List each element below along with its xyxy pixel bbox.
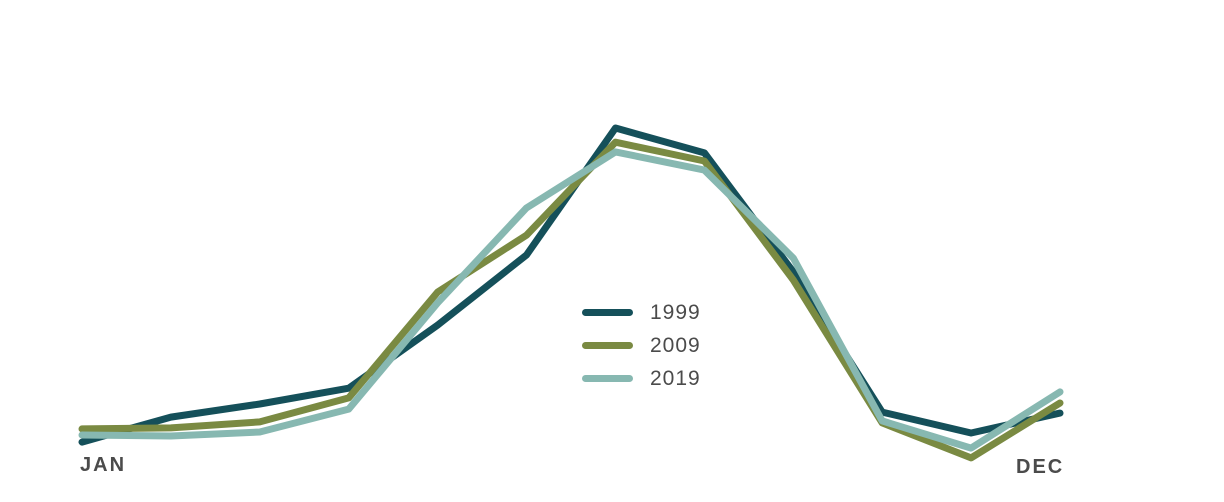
legend-item-1999: 1999 — [582, 296, 701, 329]
legend-swatch-2019-icon — [582, 375, 633, 382]
legend-swatch-2009-icon — [582, 342, 633, 349]
line-series-2019 — [78, 148, 1064, 452]
legend-item-2019: 2019 — [582, 362, 701, 395]
legend-swatch-1999-icon — [582, 309, 633, 316]
legend-item-2009: 2009 — [582, 329, 701, 362]
chart-legend: 1999 2009 2019 — [582, 296, 701, 395]
line-series-1999 — [78, 124, 1064, 446]
legend-label-2009: 2009 — [650, 334, 701, 357]
x-axis-label-dec: DEC — [1016, 456, 1065, 478]
legend-label-2019: 2019 — [650, 367, 701, 390]
legend-label-1999: 1999 — [650, 301, 701, 324]
x-axis-label-jan: JAN — [80, 454, 127, 476]
